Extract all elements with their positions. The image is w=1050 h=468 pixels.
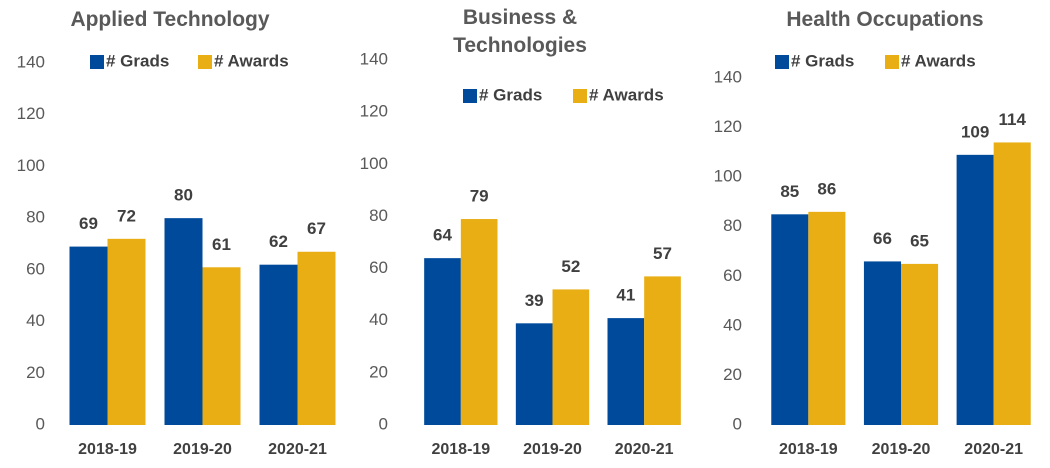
legend-label: # Awards [901, 51, 976, 70]
legend-label: # Awards [214, 51, 289, 70]
y-tick-label: 80 [369, 206, 388, 225]
y-tick-label: 140 [360, 49, 388, 68]
data-label: 109 [961, 122, 989, 141]
bar [424, 258, 461, 425]
bar [808, 211, 846, 425]
data-label: 62 [269, 232, 288, 251]
x-tick-label: 2019-20 [523, 441, 582, 458]
y-tick-label: 60 [723, 266, 742, 285]
x-tick-label: 2020-21 [268, 441, 327, 458]
legend-label: # Grads [479, 85, 542, 104]
y-tick-label: 0 [733, 414, 742, 433]
legend-swatch [198, 55, 212, 69]
bar [69, 246, 108, 425]
y-tick-label: 140 [714, 67, 742, 86]
data-label: 66 [873, 229, 892, 248]
y-tick-label: 20 [369, 362, 388, 381]
y-tick-label: 100 [714, 167, 742, 186]
y-tick-label: 120 [360, 102, 388, 121]
x-tick-label: 2018-19 [431, 441, 490, 458]
bar [259, 264, 298, 425]
bar [644, 276, 681, 425]
chart-title: Applied Technology [70, 8, 270, 31]
bar [607, 318, 645, 425]
y-tick-label: 60 [369, 258, 388, 277]
data-label: 64 [433, 226, 452, 245]
bar [901, 263, 939, 425]
bar [164, 218, 203, 425]
bar [771, 214, 809, 425]
legend-label: # Grads [106, 51, 169, 70]
x-tick-label: 2019-20 [872, 441, 931, 458]
y-tick-label: 120 [714, 117, 742, 136]
legend-swatch [90, 55, 104, 69]
legend-label: # Awards [589, 85, 664, 104]
y-tick-label: 80 [26, 208, 45, 227]
data-label: 57 [653, 244, 672, 263]
y-tick-label: 140 [17, 52, 45, 71]
legend-swatch [463, 89, 477, 103]
data-label: 80 [174, 186, 193, 205]
y-tick-label: 20 [26, 363, 45, 382]
y-tick-label: 100 [360, 154, 388, 173]
legend-swatch [775, 55, 789, 69]
chart-title: Business & Technologies [453, 6, 587, 57]
data-label: 52 [561, 257, 580, 276]
data-label: 86 [817, 179, 836, 198]
y-tick-label: 100 [17, 156, 45, 175]
y-tick-label: 0 [36, 414, 45, 433]
bar [993, 142, 1031, 425]
bar [107, 238, 146, 425]
data-label: 69 [79, 214, 98, 233]
y-tick-label: 20 [723, 365, 742, 384]
data-label: 79 [470, 187, 489, 206]
x-tick-label: 2019-20 [173, 441, 232, 458]
y-tick-label: 40 [723, 315, 742, 334]
data-label: 67 [307, 219, 326, 238]
x-tick-label: 2020-21 [964, 441, 1023, 458]
x-tick-label: 2020-21 [615, 441, 674, 458]
y-tick-label: 80 [723, 216, 742, 235]
chart-title: Health Occupations [786, 8, 984, 31]
bar [297, 251, 336, 425]
bar [515, 323, 553, 425]
data-label: 72 [117, 206, 136, 225]
y-tick-label: 120 [17, 104, 45, 123]
data-label: 61 [212, 235, 231, 254]
x-tick-label: 2018-19 [78, 441, 137, 458]
bar [460, 219, 498, 425]
data-label: 41 [616, 286, 635, 305]
legend-swatch [885, 55, 899, 69]
bar [552, 289, 590, 425]
bar [863, 261, 901, 425]
data-label: 114 [998, 110, 1026, 129]
bar [202, 267, 241, 425]
y-tick-label: 60 [26, 259, 45, 278]
legend-label: # Grads [791, 51, 854, 70]
y-tick-label: 40 [369, 310, 388, 329]
data-label: 39 [525, 291, 544, 310]
data-label: 85 [780, 182, 799, 201]
legend-swatch [573, 89, 587, 103]
y-tick-label: 40 [26, 311, 45, 330]
data-label: 65 [910, 231, 929, 250]
y-tick-label: 0 [379, 414, 388, 433]
bar [956, 154, 994, 426]
x-tick-label: 2018-19 [779, 441, 838, 458]
